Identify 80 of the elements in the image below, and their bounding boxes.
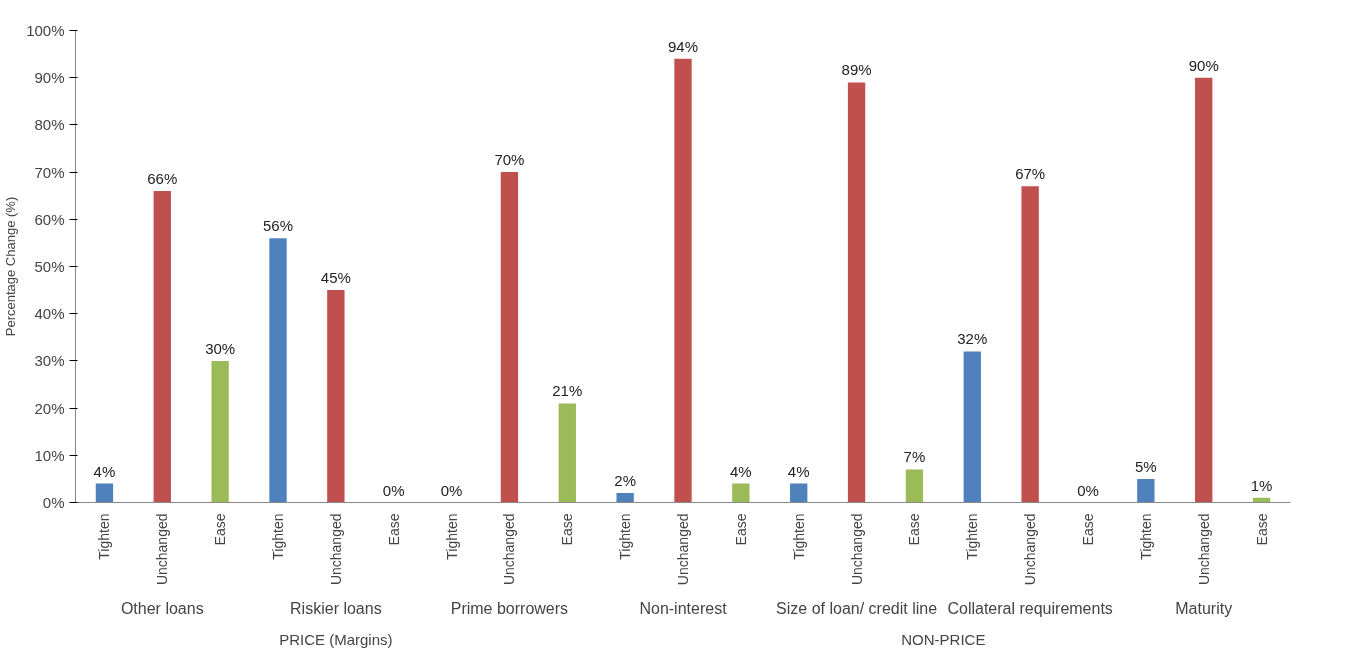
y-tick-label: 10% [34,446,65,464]
x-tick-label: Unchanged [327,513,344,586]
y-tick-label: 80% [34,116,65,134]
data-label: 45% [320,269,351,287]
y-axis-title: Percentage Change (%) [3,196,19,337]
data-label: 32% [957,330,988,348]
bar [674,58,692,503]
y-tick-label: 70% [34,163,65,181]
x-tick-label: Ease [1253,513,1270,546]
bar [1137,478,1155,503]
data-label: 2% [614,472,636,490]
y-tick-label: 30% [34,352,65,370]
data-label: 1% [1250,476,1273,494]
y-tick-label: 0% [42,494,65,511]
bar [500,172,519,503]
data-label: 0% [440,481,463,499]
data-label: 70% [494,151,525,169]
data-label: 5% [1135,457,1157,475]
text: Collateral requirements [947,599,1113,617]
x-tick-label: Unchanged [154,513,171,586]
data-label: 94% [667,37,699,55]
data-label: 30% [205,339,236,357]
bar [327,290,345,503]
bar [616,493,634,503]
x-tick-label: Unchanged [501,513,518,586]
bar [95,483,114,503]
x-tick-label: Ease [732,513,749,546]
data-label: 4% [93,462,116,480]
x-tick-label: Ease [385,513,402,546]
data-label: 0% [1077,481,1099,499]
text: Other loans [120,599,204,617]
x-tick-label: Tighten [964,513,981,560]
text: Size of loan/ credit line [776,599,938,617]
data-label: 90% [1188,56,1219,74]
text: Non-interest [639,599,728,617]
x-tick-label: Tighten [790,513,807,560]
data-label: 7% [903,448,926,466]
text: Riskier loans [290,599,382,617]
x-tick-label: Ease [559,513,576,546]
y-tick-label: 100% [26,22,65,39]
data-label: 56% [262,217,294,235]
y-tick-label: 90% [34,69,65,87]
x-tick-label: Ease [906,513,923,546]
bar [790,483,808,503]
bar [1195,77,1213,503]
data-label: 21% [552,382,583,400]
bar [847,82,866,503]
y-tick-label: 60% [34,210,65,228]
bar [269,238,287,503]
x-tick-label: Ease [212,513,229,546]
x-tick-label: Unchanged [675,513,691,586]
text: NON-PRICE [901,630,986,648]
data-label: 67% [1015,165,1046,183]
y-tick-label: 20% [34,399,65,417]
bar [211,360,229,503]
data-label: 0% [382,481,405,499]
data-label: 4% [787,462,810,480]
data-label: 66% [147,169,178,187]
x-tick-label: Tighten [96,513,113,560]
bar [905,469,924,503]
x-tick-label: Tighten [443,513,460,560]
bar [963,351,981,503]
bar [558,403,576,503]
text: Maturity [1175,599,1233,617]
x-tick-label: Tighten [617,513,634,560]
text: PRICE (Margins) [279,630,393,648]
data-label: 89% [841,61,872,79]
data-label: 4% [730,462,752,480]
text: Prime borrowers [450,599,569,617]
bar [1021,186,1039,503]
y-tick-label: 50% [34,258,65,275]
x-tick-label: Unchanged [1195,513,1212,586]
y-tick-label: 40% [34,305,65,323]
x-tick-label: Unchanged [848,513,865,586]
x-tick-label: Tighten [1137,513,1154,560]
x-tick-label: Unchanged [1022,513,1039,586]
bar [153,190,171,503]
x-tick-label: Ease [1080,513,1096,546]
bar [732,483,750,503]
x-tick-label: Tighten [270,513,286,560]
